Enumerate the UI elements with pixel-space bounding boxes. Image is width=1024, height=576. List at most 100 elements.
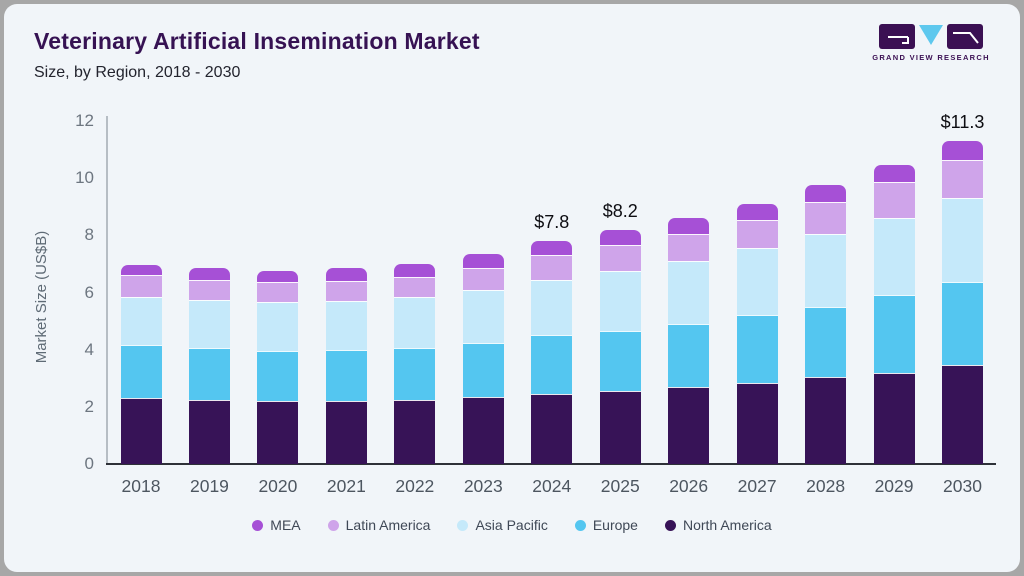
segment-asia-pacific-2030 [942, 198, 984, 283]
x-tick-label-2025: 2025 [600, 476, 640, 496]
segment-latin-america-2025 [599, 245, 641, 272]
x-tick-label-2018: 2018 [121, 476, 161, 496]
legend-swatch-north-america [664, 519, 676, 531]
segment-latin-america-2030 [942, 159, 984, 199]
segment-north-america-2030 [942, 365, 984, 464]
segment-north-america-2025 [599, 391, 641, 464]
legend-label-mea: MEA [270, 517, 301, 533]
bar-2021 [325, 268, 367, 464]
bar-2019 [188, 268, 230, 464]
bar-2018 [120, 265, 162, 464]
x-tick-label-2022: 2022 [395, 476, 435, 496]
chart: Market Size (US$B) 0 2 4 6 8 10 12 2018 2019 2020… [4, 4, 1020, 572]
bar-2027 [736, 203, 778, 464]
segment-europe-2028 [805, 306, 847, 377]
segment-latin-america-2019 [188, 279, 230, 300]
segment-mea-2027 [736, 203, 778, 220]
segment-europe-2022 [394, 348, 436, 400]
legend-swatch-europe [574, 519, 586, 531]
segment-mea-2024 [531, 241, 573, 256]
segment-europe-2020 [257, 351, 299, 402]
y-tick-label: 6 [84, 282, 94, 302]
segment-mea-2021 [325, 268, 367, 282]
segment-asia-pacific-2029 [873, 218, 915, 296]
segment-north-america-2020 [257, 401, 299, 464]
segment-mea-2030 [942, 141, 984, 160]
segment-europe-2030 [942, 282, 984, 366]
segment-latin-america-2024 [531, 255, 573, 280]
segment-north-america-2022 [394, 399, 436, 464]
segment-asia-pacific-2022 [394, 296, 436, 349]
segment-north-america-2023 [462, 396, 504, 464]
segment-mea-2018 [120, 265, 162, 276]
segment-mea-2020 [257, 271, 299, 283]
segment-north-america-2026 [668, 386, 710, 464]
gvr-logo-icon [879, 24, 983, 49]
segment-mea-2025 [599, 229, 641, 246]
segment-asia-pacific-2023 [462, 289, 504, 343]
segment-latin-america-2028 [805, 202, 847, 234]
segment-asia-pacific-2020 [257, 302, 299, 352]
legend-label-europe: Europe [592, 517, 638, 533]
segment-europe-2023 [462, 342, 504, 397]
segment-asia-pacific-2024 [531, 279, 573, 336]
segment-latin-america-2020 [257, 282, 299, 303]
segment-mea-2023 [462, 253, 504, 269]
segment-europe-2019 [188, 348, 230, 400]
segment-asia-pacific-2025 [599, 271, 641, 332]
segment-mea-2028 [805, 185, 847, 203]
page-title: Veterinary Artificial Insemination Marke… [34, 28, 480, 54]
x-tick-label-2023: 2023 [463, 476, 503, 496]
segment-asia-pacific-2019 [188, 299, 230, 349]
segment-latin-america-2018 [120, 275, 162, 297]
legend-item-north-america: North America [664, 517, 772, 533]
segment-north-america-2027 [736, 382, 778, 464]
x-axis-line [106, 463, 996, 465]
segment-europe-2027 [736, 315, 778, 383]
x-tick-label-2030: 2030 [943, 476, 982, 496]
legend: MEA Latin America Asia Pacific Europe North … [4, 517, 1020, 533]
segment-north-america-2029 [873, 372, 915, 464]
y-tick-label: 2 [84, 396, 94, 416]
legend-item-asia-pacific: Asia Pacific [457, 517, 548, 533]
y-tick-label: 10 [75, 168, 94, 188]
bar-2023 [462, 253, 504, 464]
segment-north-america-2021 [325, 401, 367, 464]
segment-europe-2029 [873, 295, 915, 373]
bar-2028 [805, 185, 847, 464]
x-tick-label-2021: 2021 [326, 476, 366, 496]
x-tick-label-2026: 2026 [669, 476, 709, 496]
y-tick-label: 12 [75, 111, 94, 130]
bar-2025 [599, 229, 641, 464]
segment-europe-2024 [531, 335, 573, 394]
legend-item-europe: Europe [574, 517, 638, 533]
grand-view-research-logo: GRAND VIEW RESEARCH [872, 24, 989, 62]
bar-value-label-2030: $11.3 [940, 112, 985, 132]
segment-latin-america-2022 [394, 276, 436, 297]
legend-swatch-mea [252, 519, 264, 531]
bar-2030 [942, 141, 984, 464]
x-tick-label-2029: 2029 [874, 476, 914, 496]
segment-mea-2026 [668, 218, 710, 234]
segment-mea-2022 [394, 263, 436, 277]
y-tick-label: 0 [84, 454, 94, 473]
segment-latin-america-2026 [668, 233, 710, 262]
segment-mea-2019 [188, 268, 230, 280]
segment-asia-pacific-2018 [120, 296, 162, 346]
x-tick-label-2020: 2020 [258, 476, 298, 496]
y-tick-label: 8 [84, 225, 94, 245]
legend-label-north-america: North America [682, 517, 772, 533]
bar-2024 [531, 241, 573, 464]
legend-swatch-latin-america [327, 519, 339, 531]
segment-asia-pacific-2026 [668, 261, 710, 324]
bar-2029 [873, 165, 915, 464]
segment-mea-2029 [873, 165, 915, 183]
segment-europe-2025 [599, 331, 641, 392]
legend-label-asia-pacific: Asia Pacific [475, 517, 548, 533]
bar-2026 [668, 218, 710, 464]
segment-latin-america-2027 [736, 219, 778, 249]
legend-item-latin-america: Latin America [327, 517, 431, 533]
legend-label-latin-america: Latin America [345, 517, 431, 533]
segment-latin-america-2023 [462, 268, 504, 290]
legend-swatch-asia-pacific [457, 519, 469, 531]
